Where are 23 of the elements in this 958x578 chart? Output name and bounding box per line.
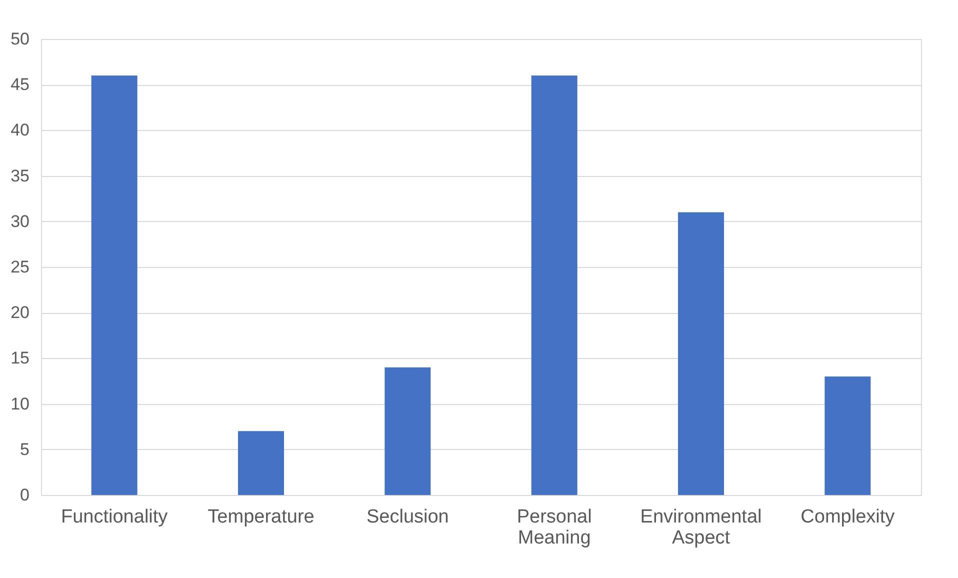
y-tick-label: 15	[10, 348, 30, 368]
bar	[531, 75, 578, 495]
bar	[678, 212, 724, 495]
y-tick-label: 5	[20, 440, 30, 459]
bar	[91, 75, 138, 495]
y-tick-label: 50	[10, 30, 30, 48]
y-tick-label: 10	[10, 394, 30, 414]
x-tick-label: Functionality	[60, 506, 168, 528]
y-tick-label: 25	[10, 258, 30, 276]
x-tick-label: Complexity	[800, 506, 896, 528]
y-tick-label: 35	[10, 166, 30, 186]
bar	[238, 431, 284, 495]
x-tick-label: Seclusion	[366, 506, 449, 528]
y-tick-label: 45	[10, 75, 30, 94]
y-tick-label: 30	[10, 212, 30, 231]
y-tick-label: 0	[20, 486, 30, 504]
x-tick-label: Environmental Aspect	[640, 506, 762, 548]
y-tick-label: 20	[10, 303, 30, 322]
x-tick-label: Temperature	[208, 506, 314, 528]
bar	[824, 376, 871, 495]
bar	[384, 367, 431, 495]
y-tick-label: 40	[10, 120, 30, 140]
x-tick-label: Personal Meaning	[516, 506, 592, 548]
